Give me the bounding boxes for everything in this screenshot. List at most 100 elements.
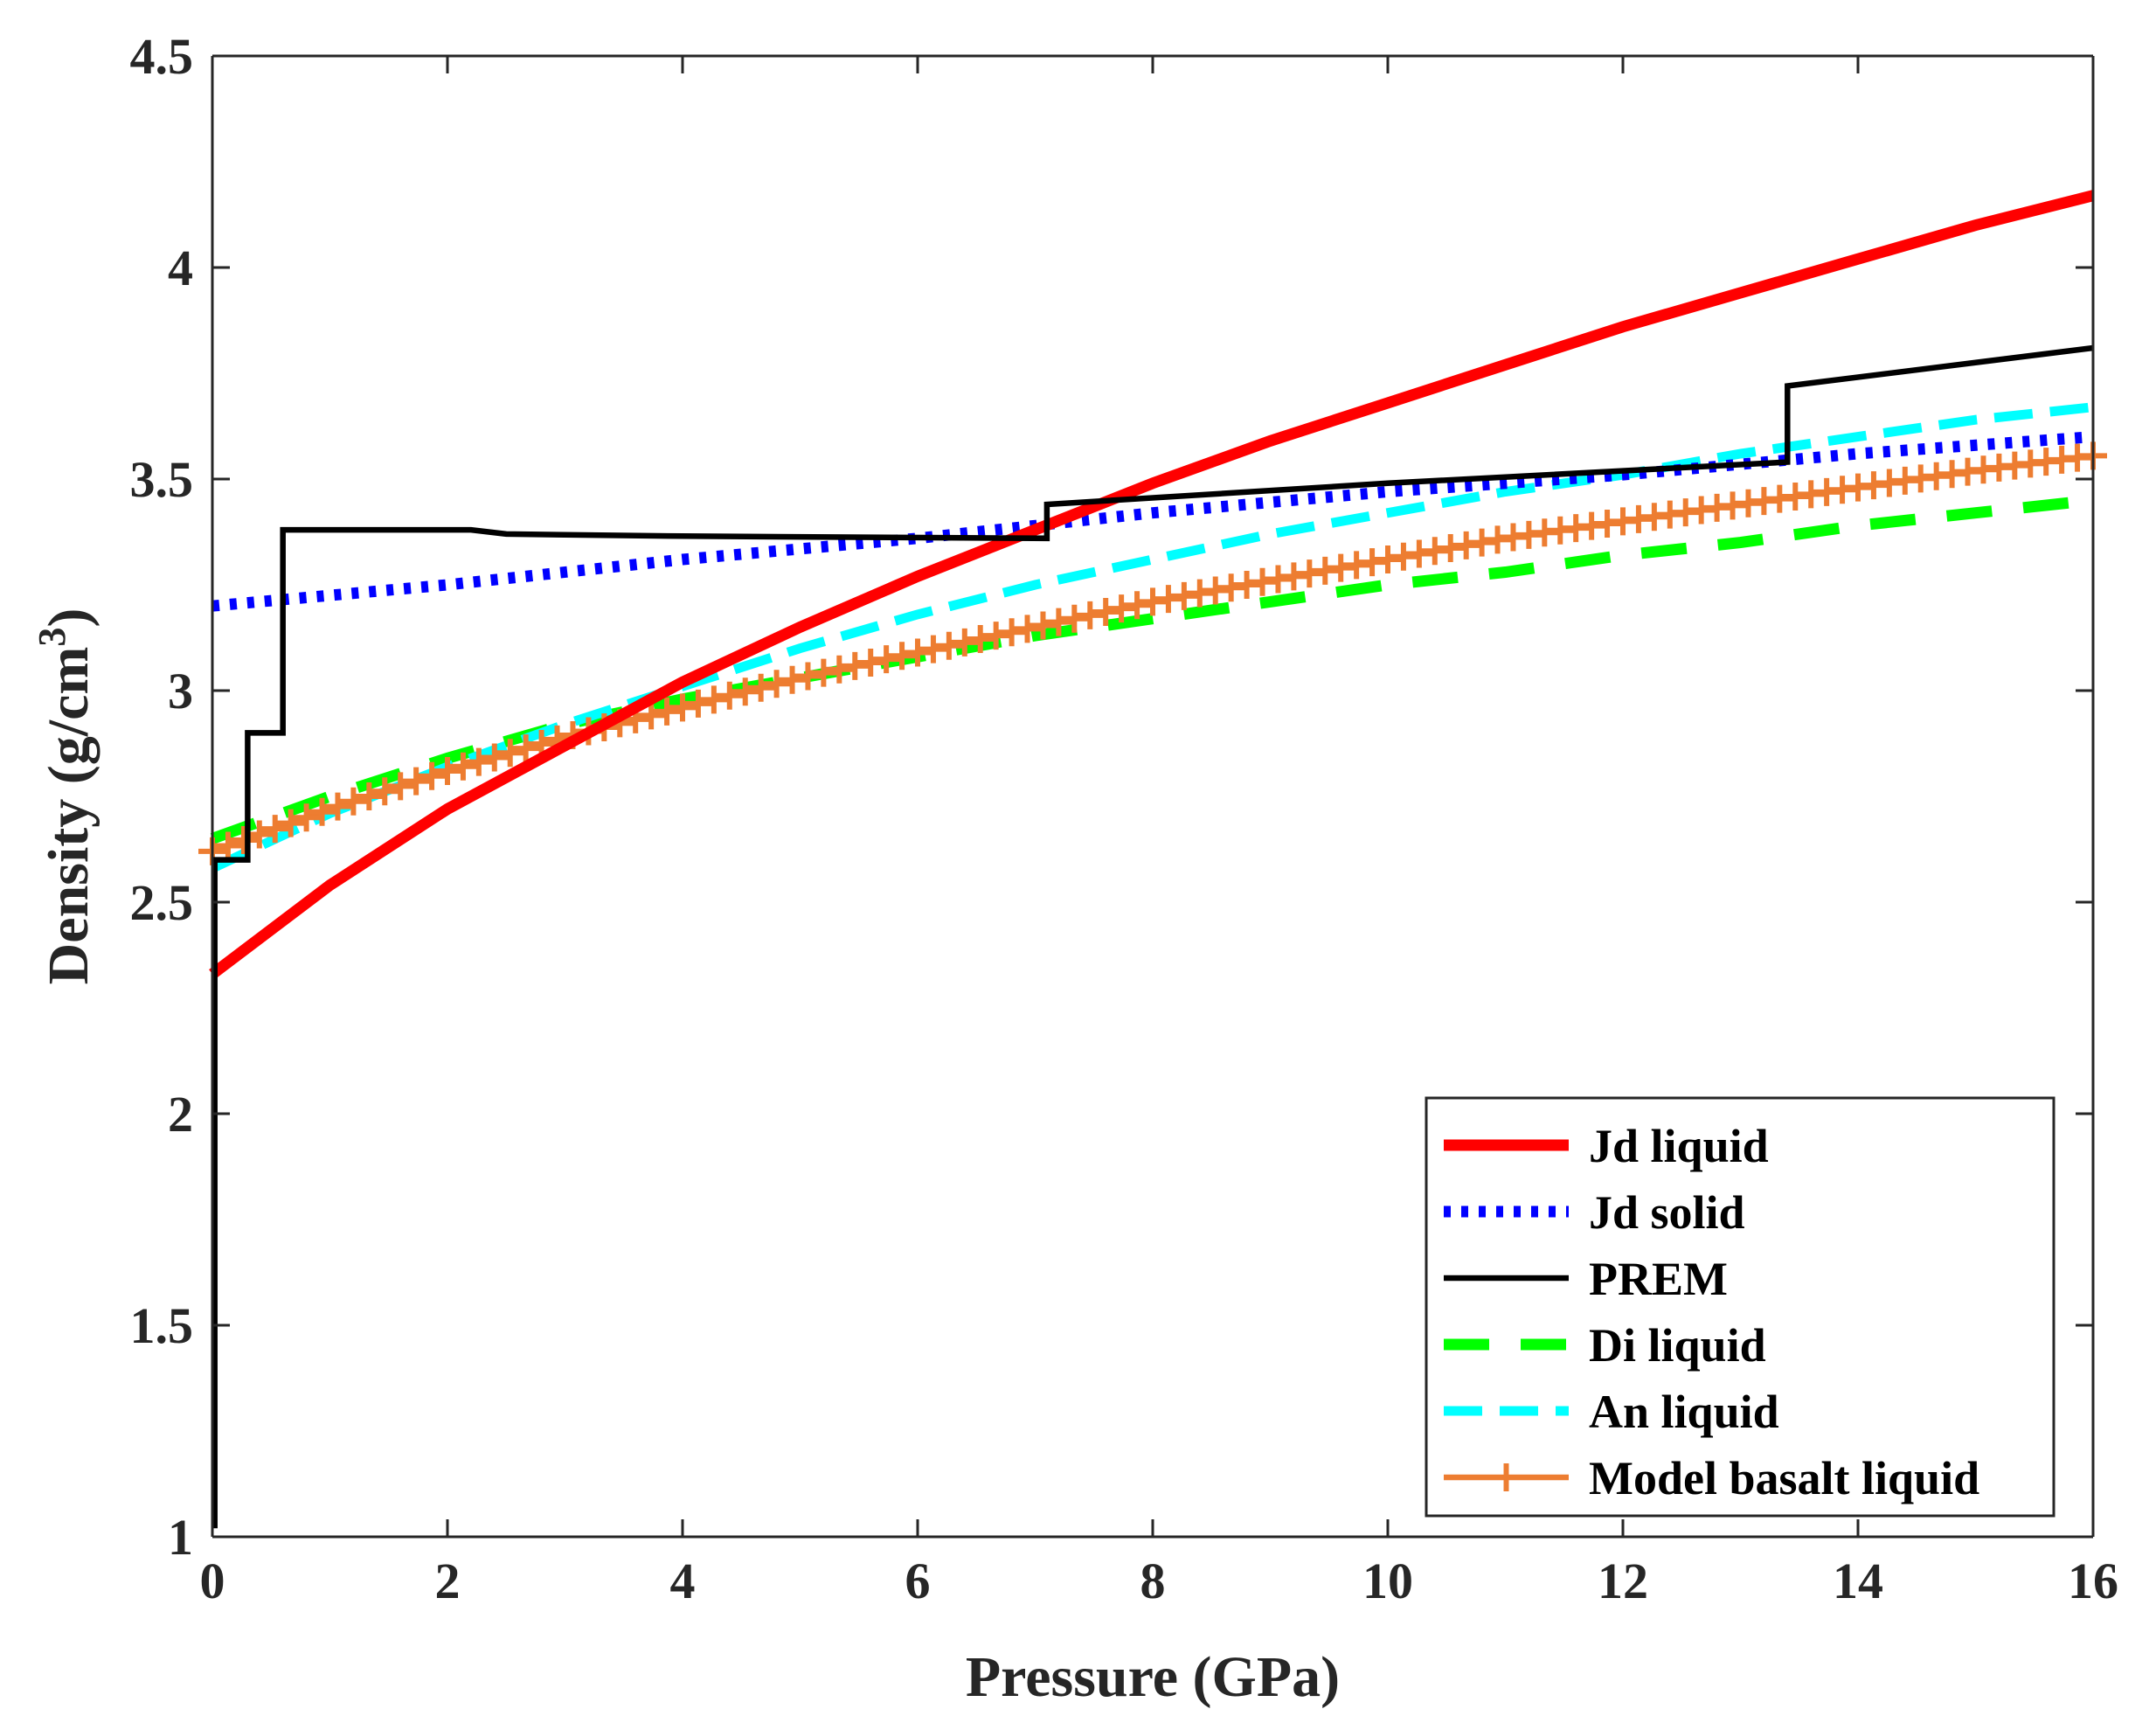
plus-marker-model-basalt-liquid	[1169, 581, 1198, 610]
legend-label-di-liquid: Di liquid	[1589, 1319, 1766, 1372]
legend-item-jd-liquid: Jd liquid	[1444, 1120, 1769, 1172]
legend-item-model-basalt-liquid: Model basalt liquid	[1444, 1452, 1979, 1504]
y-axis-label-close: )	[37, 608, 101, 628]
axes-layer	[211, 54, 2095, 1539]
plus-marker-model-basalt-liquid	[841, 651, 870, 680]
legend-item-jd-solid: Jd solid	[1444, 1186, 1745, 1239]
y-tick-label: 1	[168, 1509, 193, 1566]
plus-marker-model-basalt-liquid	[1404, 539, 1433, 568]
plus-marker-model-basalt-liquid	[1185, 579, 1214, 608]
x-axis-label: Pressure (GPa)	[966, 1645, 1340, 1709]
plus-marker-model-basalt-liquid	[213, 831, 242, 860]
plus-marker-model-basalt-liquid	[339, 787, 368, 816]
plus-marker-model-basalt-liquid	[418, 761, 447, 790]
plus-marker-model-basalt-liquid	[1013, 615, 1042, 643]
plus-marker-model-basalt-liquid	[1139, 587, 1167, 616]
x-tick-label: 0	[200, 1553, 225, 1609]
plus-marker-model-basalt-liquid	[448, 752, 477, 781]
plus-marker-model-basalt-liquid	[433, 756, 461, 785]
y-tick-label: 4	[168, 240, 193, 296]
plus-marker-model-basalt-liquid	[1248, 567, 1277, 596]
plus-marker-model-basalt-liquid	[1389, 542, 1418, 571]
plus-marker-model-basalt-liquid	[1358, 548, 1387, 577]
legend-items: Jd liquid Jd solid PREM Di liquid An liquid M…	[1444, 1120, 1979, 1504]
plus-marker-model-basalt-liquid	[746, 673, 775, 702]
plus-marker-model-basalt-liquid	[904, 638, 932, 667]
plus-marker-model-basalt-liquid	[1374, 545, 1402, 573]
legend-label-jd-liquid: Jd liquid	[1589, 1120, 1769, 1172]
plus-marker-model-basalt-liquid	[731, 677, 759, 706]
x-tick-label: 12	[1598, 1553, 1648, 1609]
plus-marker-model-basalt-liquid	[1029, 611, 1057, 640]
plus-marker-model-basalt-liquid	[699, 685, 728, 714]
series-line-jd-liquid	[209, 190, 2095, 979]
plus-marker-model-basalt-liquid	[762, 670, 791, 698]
plus-marker-model-basalt-liquid	[637, 701, 666, 730]
plus-marker-model-basalt-liquid	[653, 697, 682, 726]
plus-marker-model-basalt-liquid	[934, 631, 963, 660]
plus-marker-model-basalt-liquid	[1107, 594, 1136, 623]
plus-marker-model-basalt-liquid	[856, 649, 885, 677]
x-tick-label: 10	[1362, 1553, 1413, 1609]
series-model-basalt-liquid	[198, 441, 2107, 865]
y-tick-label: 3	[168, 663, 193, 719]
plus-marker-model-basalt-liquid	[919, 635, 947, 663]
legend-plus-marker	[1492, 1463, 1521, 1491]
plus-marker-model-basalt-liquid	[323, 792, 352, 821]
y-tick-label: 1.5	[130, 1297, 194, 1354]
plus-marker-model-basalt-liquid	[997, 618, 1026, 647]
x-tick-label: 2	[435, 1553, 461, 1609]
legend-box	[1425, 1096, 2055, 1518]
plus-marker-model-basalt-liquid	[872, 645, 901, 674]
plus-marker-model-basalt-liquid	[511, 734, 540, 763]
y-tick-label: 3.5	[130, 451, 194, 508]
ticks-layer: 0 2 4 6 8 10 12 14 16 1 1.5 2 2.5 3 3.5 4 4.5	[130, 28, 2119, 1609]
x-tick-label: 6	[905, 1553, 931, 1609]
plus-marker-model-basalt-liquid	[778, 665, 807, 694]
series-layer	[198, 190, 2107, 1529]
plus-marker-model-basalt-liquid	[229, 826, 258, 855]
plus-marker-model-basalt-liquid	[1279, 562, 1308, 591]
plus-marker-model-basalt-liquid	[1327, 553, 1355, 582]
plus-marker-model-basalt-liquid	[260, 815, 289, 844]
series-prem	[211, 344, 2094, 1529]
legend: Jd liquid Jd solid PREM Di liquid An liquid M…	[1425, 1096, 2055, 1518]
plus-marker-model-basalt-liquid	[1076, 601, 1105, 629]
plus-marker-model-basalt-liquid	[1295, 559, 1324, 588]
plus-marker-model-basalt-liquid	[683, 689, 712, 718]
y-tick-label: 4.5	[130, 28, 194, 85]
plus-marker-model-basalt-liquid	[888, 642, 917, 670]
plus-marker-model-basalt-liquid	[1092, 597, 1120, 626]
y-axis-label: Density (g/cm3)	[31, 608, 101, 985]
plus-marker-model-basalt-liquid	[1154, 585, 1182, 614]
plus-marker-model-basalt-liquid	[1311, 556, 1340, 585]
plus-marker-model-basalt-liquid	[715, 681, 744, 710]
plus-marker-model-basalt-liquid	[1044, 608, 1073, 636]
plus-marker-model-basalt-liquid	[402, 767, 431, 795]
plus-marker-model-basalt-liquid	[825, 655, 854, 684]
plus-marker-model-basalt-liquid	[966, 624, 995, 653]
legend-item-di-liquid: Di liquid	[1444, 1319, 1766, 1372]
y-axis-label-superscript: 3	[31, 628, 73, 647]
legend-label-prem: PREM	[1589, 1253, 1728, 1305]
plus-marker-model-basalt-liquid	[292, 803, 321, 832]
x-tick-label: 4	[670, 1553, 696, 1609]
plus-marker-model-basalt-liquid	[950, 628, 979, 657]
plus-marker-model-basalt-liquid	[1201, 576, 1230, 605]
plus-marker-model-basalt-liquid	[276, 809, 305, 837]
plus-marker-model-basalt-liquid	[1264, 565, 1293, 594]
plus-marker-model-basalt-liquid	[669, 693, 697, 722]
plus-marker-model-basalt-liquid	[809, 658, 838, 687]
plus-marker-model-basalt-liquid	[464, 747, 493, 776]
plus-marker-model-basalt-liquid	[1420, 537, 1449, 566]
plus-marker-model-basalt-liquid	[1060, 604, 1089, 633]
plus-marker-model-basalt-liquid	[355, 782, 384, 810]
legend-item-an-liquid: An liquid	[1444, 1386, 1779, 1438]
series-jd-liquid	[209, 190, 2095, 979]
plus-marker-model-basalt-liquid	[1452, 531, 1480, 559]
legend-item-prem: PREM	[1444, 1253, 1728, 1305]
y-tick-label: 2	[168, 1086, 193, 1143]
plus-marker-model-basalt-liquid	[1342, 551, 1371, 580]
plus-marker-model-basalt-liquid	[386, 772, 415, 801]
plus-marker-model-basalt-liquid	[1232, 571, 1261, 599]
